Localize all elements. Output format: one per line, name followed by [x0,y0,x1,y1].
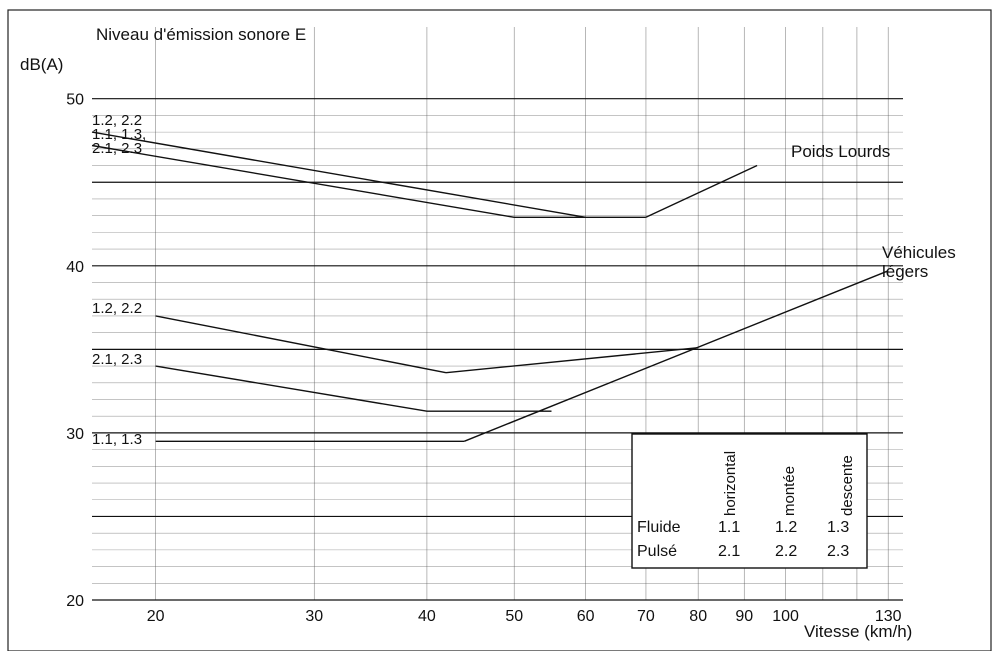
legend-table: horizontal montée descente Fluide 1.1 1.… [631,433,868,569]
series-label-vl-2: 2.1, 2.3 [92,351,142,368]
x-tick-label: 80 [689,608,707,625]
legend-row-fluide: Fluide [637,519,681,536]
legend-cell-1-3: 1.3 [827,519,849,536]
y-tick-label: 40 [66,259,84,276]
legend-row-pulse: Pulsé [637,543,677,560]
chart-frame [7,9,992,651]
chart-title: Niveau d'émission sonore E [96,25,306,44]
x-tick-label: 50 [505,608,523,625]
legend-cell-2-1: 2.1 [718,543,740,560]
x-tick-label: 90 [735,608,753,625]
x-tick-label: 100 [772,608,799,625]
curves [91,131,889,442]
y-axis-label: dB(A) [20,55,63,74]
group-label-light-1: Véhicules [882,243,956,262]
x-tick-label: 30 [305,608,323,625]
legend-cell-1-1: 1.1 [718,519,740,536]
y-tick-label: 20 [66,593,84,610]
series-line-1 [91,131,586,218]
tick-labels: 20 30 40 50 60 70 80 90 100 130 20 30 40 50 [66,92,901,625]
series-label-pl-2b: 2.1, 2.3 [92,140,142,157]
series-label-pl-2a: 1.1, 1.3, [92,126,146,143]
x-tick-label: 40 [418,608,436,625]
x-tick-label: 130 [875,608,902,625]
y-tick-label: 50 [66,92,84,109]
series-line-5 [445,347,699,374]
x-tick-label: 70 [637,608,655,625]
series-label-vl-1: 1.2, 2.2 [92,300,142,317]
series-label-vl-3: 1.1, 1.3 [92,431,142,448]
legend-col-montee: montée [781,466,798,516]
series-line-2 [91,144,646,219]
series-line-8 [463,270,889,442]
legend-cell-1-2: 1.2 [775,519,797,536]
legend-col-horizontal: horizontal [722,451,739,516]
legend-col-descente: descente [839,455,856,516]
series-line-4 [155,315,447,374]
x-tick-label: 20 [147,608,165,625]
x-axis-label: Vitesse (km/h) [804,622,912,641]
y-tick-label: 30 [66,426,84,443]
group-label-light-2: légers [882,262,928,281]
legend-cell-2-3: 2.3 [827,543,849,560]
legend-cell-2-2: 2.2 [775,543,797,560]
series-line-3 [645,164,758,218]
series-label-pl-1: 1.2, 2.2 [92,112,142,129]
series-line-6 [155,365,552,412]
x-tick-label: 60 [577,608,595,625]
legend-box [631,433,868,569]
group-label-heavy: Poids Lourds [791,142,890,161]
